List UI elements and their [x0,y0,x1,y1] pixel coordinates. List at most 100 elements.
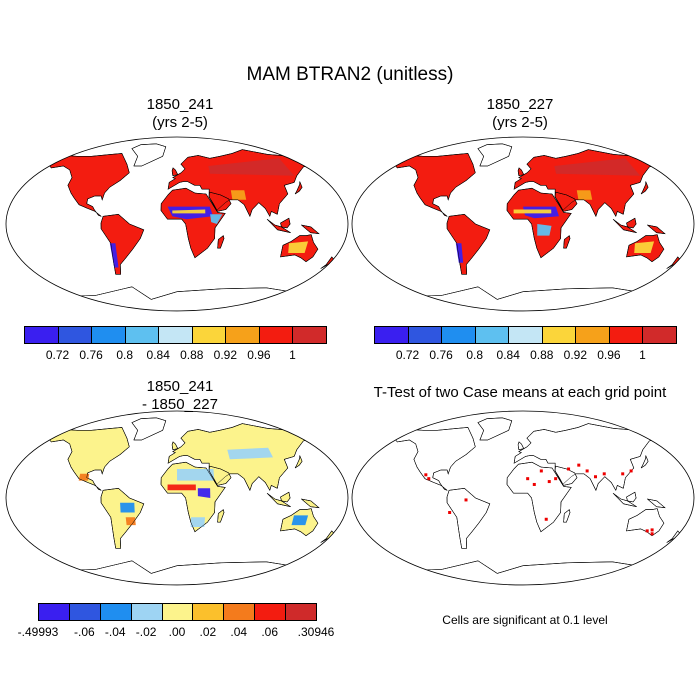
coastline-newguinea [647,498,666,509]
land-layer [48,143,336,311]
coastline-australia [626,508,665,537]
coastline-greenland [131,417,167,441]
colorbar-swatch [258,326,294,344]
coastline-northAmerica [394,153,476,217]
coastline-africa [160,187,226,259]
land-layer [48,417,336,585]
panel-1-years: (yrs 2-5) [152,114,208,131]
significant-cell [650,528,654,532]
landmass-northAmerica [48,153,130,217]
coastline-eurasia [513,149,659,217]
colorbar-tick-label: 1 [639,348,646,362]
field-region [576,190,593,200]
coastline-madagascar [217,235,225,249]
landmass-britain [517,167,525,177]
colorbar-swatch [575,326,610,344]
land-layer [394,143,682,311]
significant-cell [539,469,543,473]
colorbar-tick-label: 0.88 [530,348,554,362]
colorbar-swatch [99,603,132,621]
colorbar-swatch [158,326,193,344]
globe-outline [5,410,349,586]
coastline-southAmerica [100,214,145,275]
coastline-northAmerica [48,153,130,217]
panel-3-minus-case: - 1850_227 [142,396,218,413]
coastline-northAmerica [48,427,130,491]
globe-outline [5,136,349,312]
field-region [197,488,211,498]
map-case-241 [5,136,349,312]
significant-cell [567,467,571,471]
landmass-southAmerica [446,213,491,275]
colorbar-case-227: 0.72 0.76 0.8 0.84 0.88 0.92 0.96 1 [374,326,677,366]
colorbar-swatch [441,326,476,344]
colorbar-tick-label: 0.92 [213,348,238,362]
significant-cell [532,482,536,486]
colorbar-tick-label: 0.8 [466,348,483,362]
colorbar-swatch [608,326,644,344]
landmass-borneo [626,217,637,229]
landmass-borneo [626,491,637,503]
significant-cell [585,469,589,473]
map-case-227 [351,136,695,312]
coastline-newguinea [301,224,320,235]
significant-cell [645,529,649,533]
panel-3-title: 1850_241 - 1850_227 [40,378,320,414]
colorbar-swatch [91,326,126,344]
coastline-arabia [554,191,578,212]
colorbar-swatch [191,326,227,344]
map-difference [5,410,349,586]
coastline-africa [160,461,226,533]
colorbar-tick-label: 0.76 [429,348,453,362]
panel-2-title: 1850_227 (yrs 2-5) [380,96,660,132]
colorbar-swatch [541,326,577,344]
coastline-madagascar [563,509,571,523]
field-region [291,515,309,526]
coastline-newguinea [301,498,320,509]
colorbar-swatch [68,603,101,621]
colorbar-swatch [374,326,409,344]
landmass-northAmerica [394,427,476,491]
coastline-japan [294,455,303,469]
coastline-arabia [554,465,578,486]
figure-title: MAM BTRAN2 (unitless) [246,64,454,85]
map-ttest [351,410,695,586]
field-region [288,241,309,253]
coastline-africa [506,461,572,533]
colorbar-swatch [161,603,194,621]
colorbar-swatch [24,326,59,344]
panel-2-case: 1850_227 [486,96,554,113]
landmass-borneo [280,217,291,229]
significant-cell [526,477,530,481]
colorbar-swatch [38,603,70,621]
colorbar-swatch [642,326,677,344]
colorbar-tick-label: 0.8 [116,348,133,362]
coastline-arabia [208,465,232,486]
landmass-southAmerica [446,487,491,549]
landmass-southAmerica [100,487,145,549]
field-region [537,224,552,236]
field-region [78,473,90,481]
coastline-borneo [280,491,291,503]
coastline-greenland [477,417,513,441]
significant-cell [424,473,428,477]
coastline-britain [517,441,525,450]
coastline-eurasia [167,149,313,217]
colorbar-swatch [130,603,163,621]
colorbar-tick-label: .30946 [297,625,335,639]
colorbar-case-241: 0.72 0.76 0.8 0.84 0.88 0.92 0.96 1 [24,326,327,366]
coastline-antarctica [401,560,650,585]
colorbar-tick-label: -.49993 [17,625,59,639]
colorbar-swatch [192,603,225,621]
colorbar-tick-label: .02 [199,625,217,639]
coastline-britain [171,167,179,176]
landmass-britain [171,441,179,451]
significant-cell [448,511,452,514]
significant-cell [621,472,625,476]
coastline-southAmerica [446,214,491,275]
field-region [513,209,552,214]
field-region [554,158,641,176]
landmass-antarctica [401,560,650,585]
colorbar-tick-label: 1 [289,348,296,362]
